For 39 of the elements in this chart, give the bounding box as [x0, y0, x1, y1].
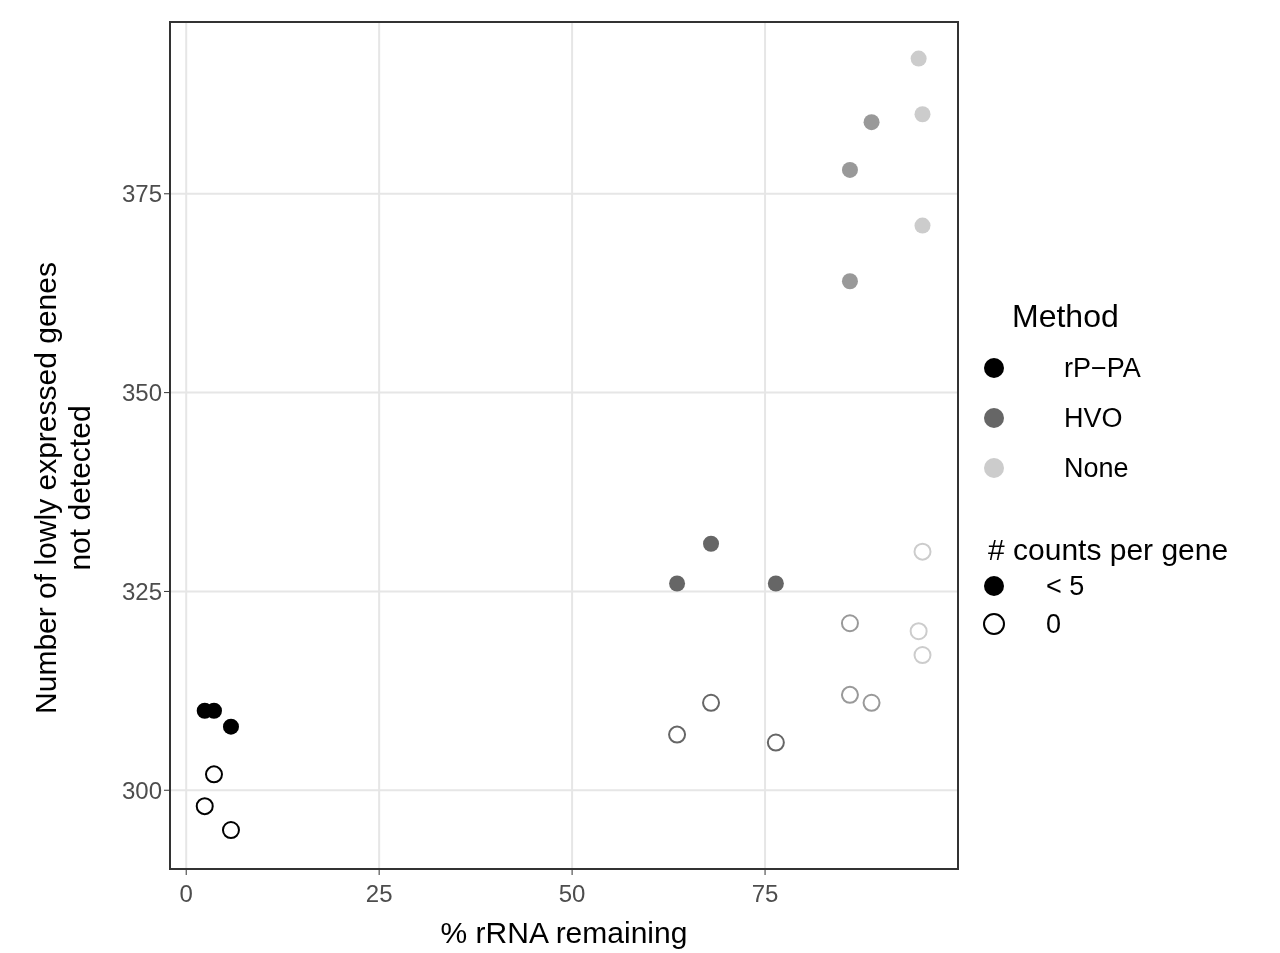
point	[668, 725, 687, 744]
y-axis-title: Number of lowly expressed genes not detected	[29, 262, 96, 714]
point	[702, 693, 721, 712]
legend-label: None	[1064, 452, 1129, 484]
x-tick-label: 75	[751, 880, 779, 908]
y-tick-label: 300	[121, 776, 162, 804]
point	[910, 50, 927, 67]
point	[913, 646, 932, 665]
point	[841, 161, 858, 178]
point	[840, 685, 859, 704]
point	[222, 718, 239, 735]
text: < 5	[1046, 570, 1085, 602]
point	[221, 821, 240, 840]
point	[863, 114, 880, 131]
point	[195, 797, 214, 816]
y-tick-label: 325	[121, 577, 162, 605]
x-tick-label: 0	[179, 880, 193, 908]
text: # counts per gene	[988, 533, 1229, 567]
point	[914, 106, 931, 123]
point	[914, 217, 931, 234]
x-tick-label: 50	[558, 880, 586, 908]
point	[669, 575, 686, 592]
y-tick-label: 375	[121, 180, 162, 208]
legend-label: rP−PA	[1064, 352, 1141, 384]
point	[766, 733, 785, 752]
point	[909, 622, 928, 641]
point	[840, 614, 859, 633]
y-tick-label: 350	[121, 379, 162, 407]
legend-title: Method	[1012, 298, 1120, 335]
text: 0	[1046, 608, 1062, 640]
point	[204, 765, 223, 784]
point	[767, 575, 784, 592]
point	[841, 273, 858, 290]
point	[703, 535, 720, 552]
legend-label: HVO	[1064, 402, 1123, 434]
x-axis-title: % rRNA remaining	[440, 916, 688, 949]
point	[913, 542, 932, 561]
x-tick-label: 25	[365, 880, 393, 908]
point	[862, 693, 881, 712]
